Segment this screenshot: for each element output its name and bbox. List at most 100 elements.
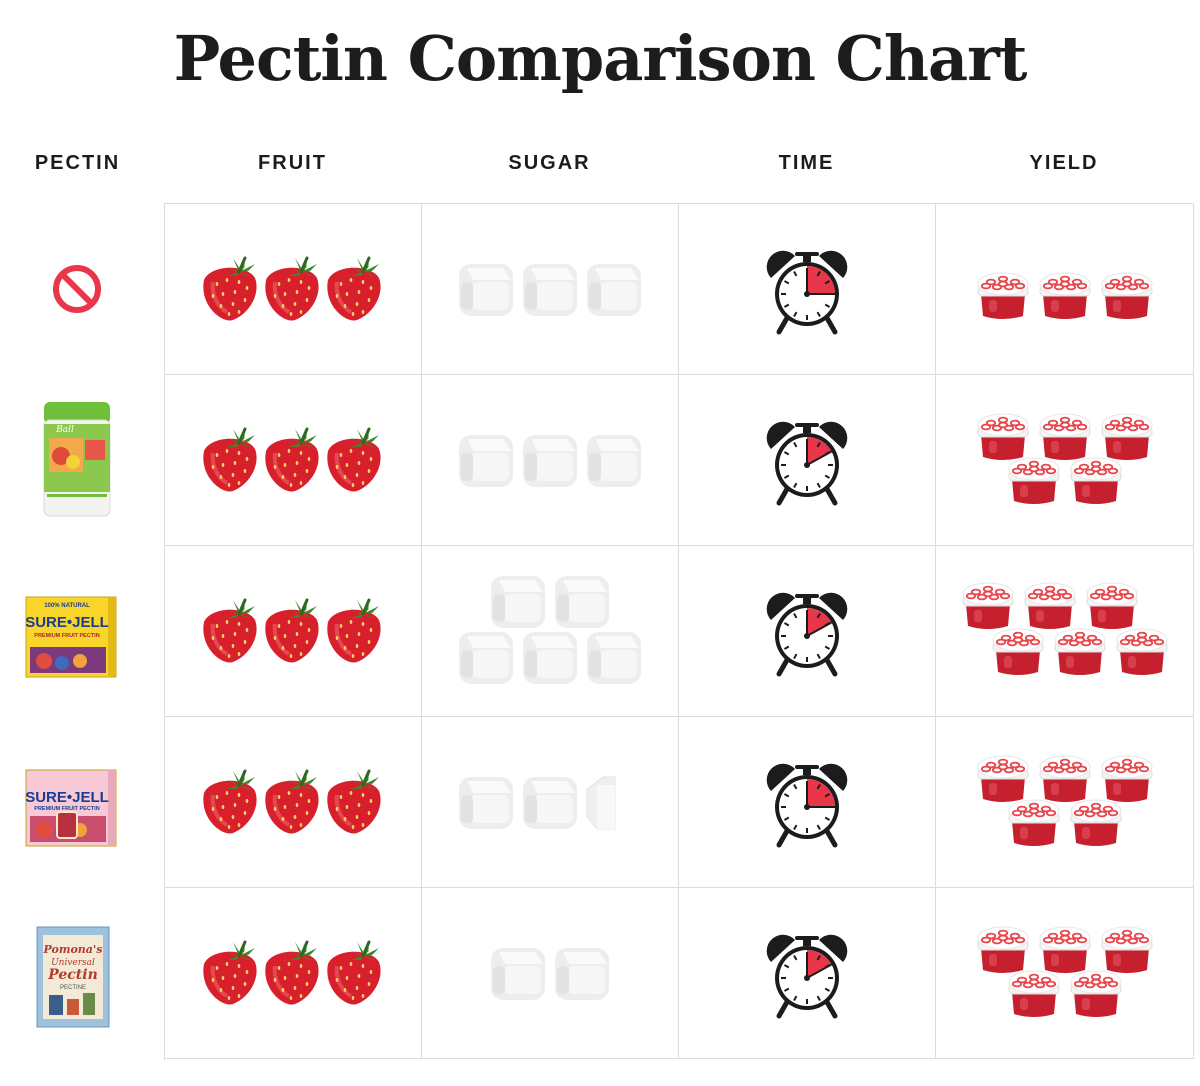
column-header-time: TIME	[778, 152, 835, 174]
alarm-clock-icon	[766, 421, 848, 506]
sugar-cell	[422, 546, 679, 717]
sugar-cube-icon	[555, 948, 609, 1000]
pectin-cell	[0, 203, 160, 374]
table-row	[165, 717, 1194, 888]
fruit-cell	[165, 375, 422, 546]
jam-jar-icon	[1070, 799, 1122, 846]
strawberry-icon	[265, 769, 319, 834]
jam-jar-icon	[1008, 970, 1060, 1017]
column-header-fruit: FRUIT	[258, 152, 327, 174]
chart-title: Pectin Comparison Chart	[173, 22, 1028, 95]
jam-jar-icon	[1039, 926, 1091, 973]
strawberry-icon	[203, 256, 257, 321]
strawberry-icon	[327, 256, 381, 321]
pectin-cell: Ball	[0, 374, 160, 545]
column-header-pectin: PECTIN	[34, 152, 121, 174]
yield-cell	[936, 888, 1194, 1059]
time-cell	[679, 375, 936, 546]
jam-jar-icon	[1039, 272, 1091, 319]
strawberry-icon	[265, 940, 319, 1005]
sugar-cell	[422, 204, 679, 375]
jam-jar-icon	[977, 926, 1029, 973]
jam-jar-icon	[1008, 457, 1060, 504]
yield-cell	[936, 717, 1194, 888]
alarm-clock-icon	[766, 592, 848, 677]
pomona-line2-text: Universal	[51, 958, 95, 968]
strawberry-icon	[327, 940, 381, 1005]
alarm-clock-icon	[766, 763, 848, 848]
sugar-cube-icon	[459, 264, 513, 316]
pomona-line1-text: Pomona's	[43, 943, 103, 956]
time-cell	[679, 717, 936, 888]
jam-jar-icon	[1070, 457, 1122, 504]
sugar-cube-icon	[523, 777, 577, 829]
alarm-clock-icon	[766, 250, 848, 335]
sugar-cell	[422, 375, 679, 546]
jam-jar-icon	[1024, 582, 1076, 629]
strawberry-icon	[327, 769, 381, 834]
sugar-cube-icon	[523, 435, 577, 487]
sugar-cube-icon	[586, 776, 616, 830]
jam-jar-icon	[992, 628, 1044, 675]
jam-jar-icon	[1101, 926, 1153, 973]
jam-jar-icon	[1054, 628, 1106, 675]
jam-jar-icon	[977, 272, 1029, 319]
jam-jar-icon	[1101, 272, 1153, 319]
time-cell	[679, 204, 936, 375]
alarm-clock-icon	[766, 934, 848, 1019]
sugar-cell	[422, 717, 679, 888]
table-row	[165, 204, 1194, 375]
pomona-line4-text: PECTINE	[60, 985, 86, 991]
strawberry-icon	[203, 598, 257, 663]
jam-jar-icon	[1101, 413, 1153, 460]
jam-jar-icon	[1039, 413, 1091, 460]
sugar-cube-icon	[459, 632, 513, 684]
yield-cell	[936, 546, 1194, 717]
fruit-cell	[165, 546, 422, 717]
jam-jar-icon	[1039, 755, 1091, 802]
ball-pectin-jar-icon: Ball	[43, 402, 111, 517]
jam-jar-icon	[1101, 755, 1153, 802]
strawberry-icon	[327, 427, 381, 492]
strawberry-icon	[265, 427, 319, 492]
column-header-yield: YIELD	[1029, 152, 1099, 174]
strawberry-icon	[203, 769, 257, 834]
sugar-cube-icon	[587, 435, 641, 487]
sugar-cube-icon	[587, 264, 641, 316]
jam-jar-icon	[1070, 970, 1122, 1017]
jam-jar-icon	[977, 755, 1029, 802]
fruit-cell	[165, 888, 422, 1059]
pectin-cell: 100% NATURAL SURE•JELL PREMIUM FRUIT PECTI…	[0, 545, 160, 716]
strawberry-icon	[203, 427, 257, 492]
strawberry-icon	[265, 598, 319, 663]
surejell-pink-brand-text: SURE•JELL	[25, 789, 109, 806]
time-cell	[679, 888, 936, 1059]
yield-cell	[936, 204, 1194, 375]
table-row	[165, 888, 1194, 1059]
fruit-cell	[165, 717, 422, 888]
jam-jar-icon	[1086, 582, 1138, 629]
sugar-cube-icon	[555, 576, 609, 628]
sugar-cube-icon	[523, 632, 577, 684]
table-row	[165, 375, 1194, 546]
pectin-cell: Pomona's Universal Pectin PECTINE	[0, 887, 160, 1058]
jam-jar-icon	[1116, 628, 1168, 675]
table-row	[165, 546, 1194, 717]
surejell-pink-sub-text: PREMIUM FRUIT PECTIN	[34, 806, 99, 812]
comparison-grid	[164, 203, 1194, 1060]
sugar-cube-icon	[459, 777, 513, 829]
jam-jar-icon	[977, 413, 1029, 460]
strawberry-icon	[327, 598, 381, 663]
sugar-cube-icon	[491, 948, 545, 1000]
pomona-line3-text: Pectin	[47, 967, 98, 983]
ball-brand-text: Ball	[55, 425, 74, 435]
sugar-cube-icon	[459, 435, 513, 487]
surejell-yellow-box-icon: 100% NATURAL SURE•JELL PREMIUM FRUIT PECTI…	[25, 596, 117, 678]
surejell-yellow-top-text: 100% NATURAL	[44, 603, 90, 609]
sugar-cube-icon	[491, 576, 545, 628]
sugar-cube-icon	[523, 264, 577, 316]
fruit-cell	[165, 204, 422, 375]
jam-jar-icon	[1008, 799, 1060, 846]
strawberry-icon	[265, 256, 319, 321]
